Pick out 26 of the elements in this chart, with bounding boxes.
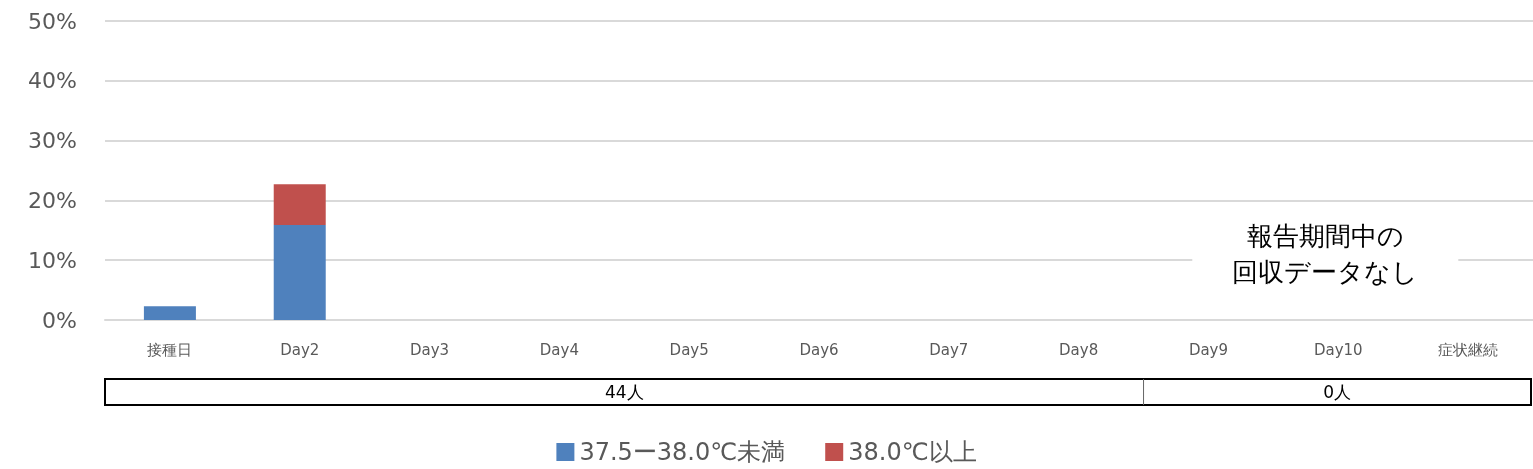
x-tick-label: Day2 [280, 340, 320, 359]
y-tick-label: 50% [28, 8, 77, 34]
x-tick-label: Day7 [929, 340, 969, 359]
x-tick-label: Day9 [1188, 340, 1229, 359]
y-tick-label: 0% [42, 307, 77, 333]
text: 0人 [1323, 382, 1352, 402]
x-tick-label: Day3 [409, 340, 450, 359]
bar [143, 306, 196, 320]
bar [273, 184, 326, 225]
x-tick-label: Day5 [669, 340, 709, 359]
legend-label: 37.5ー38.0℃未満 [579, 438, 786, 466]
bar [273, 224, 326, 320]
y-tick-label: 30% [28, 128, 77, 154]
x-tick-label: Day6 [799, 340, 839, 359]
annotation: 報告期間中の [1246, 221, 1404, 251]
x-tick-label: Day10 [1313, 340, 1363, 359]
x-tick-label: Day8 [1059, 340, 1099, 359]
y-tick-label: 20% [28, 187, 77, 213]
x-tick-label: Day4 [539, 340, 579, 359]
legend-label: 38.0℃以上 [848, 438, 977, 466]
x-tick-label: 症状継続 [1438, 340, 1499, 359]
annotation: 回収データなし [1232, 257, 1419, 287]
y-tick-label: 10% [28, 247, 77, 273]
text: 44人 [604, 382, 644, 402]
x-tick-label: 接種日 [147, 340, 193, 359]
y-tick-label: 40% [28, 68, 77, 94]
